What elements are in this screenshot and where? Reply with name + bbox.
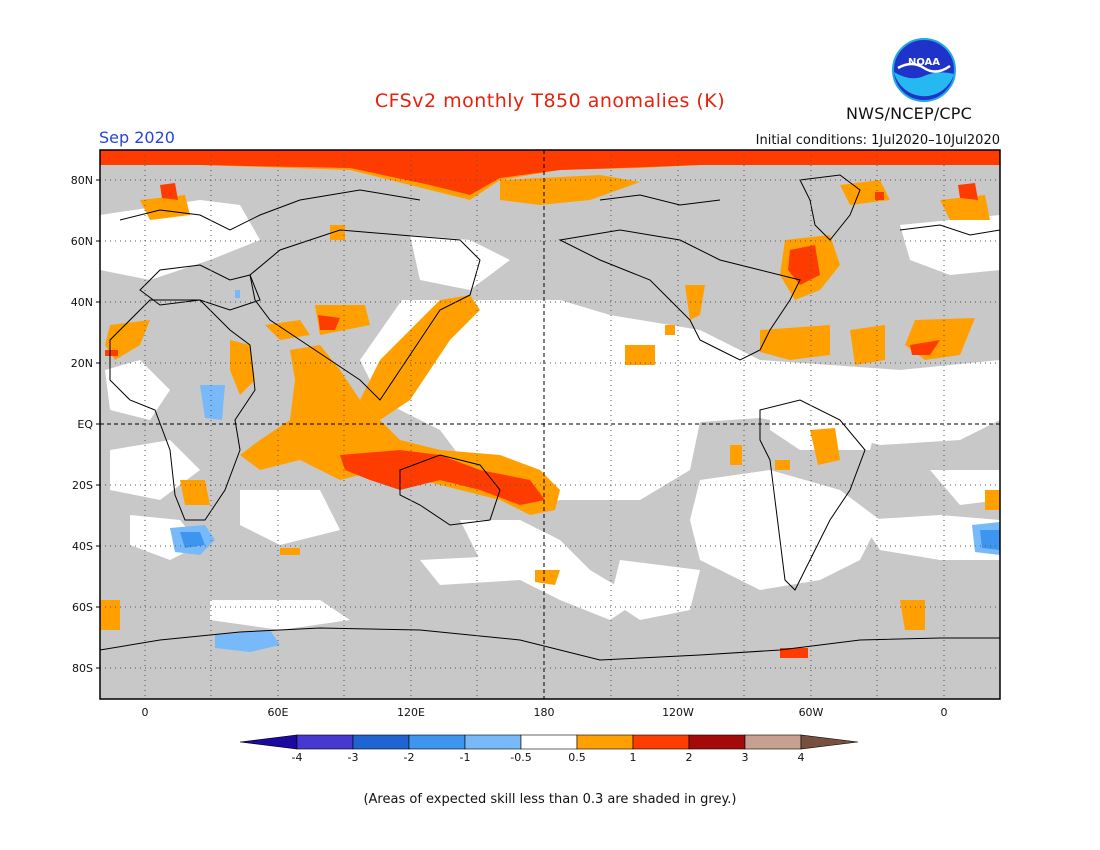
lon-label: 0 bbox=[941, 706, 948, 719]
colorbar-tick-label: -3 bbox=[348, 751, 359, 764]
lon-label: 0 bbox=[142, 706, 149, 719]
near-normal-regions bbox=[100, 180, 1000, 630]
anomaly-minus-2-to-minus-1 bbox=[180, 530, 1000, 550]
colorbar-tick-label: 4 bbox=[798, 751, 805, 764]
lat-label: 60N bbox=[71, 235, 93, 248]
lon-label: 60E bbox=[268, 706, 289, 719]
anomaly-map: 80N 60N 40N 20N EQ 20S 40S 60S 80S 0 60E… bbox=[71, 149, 1001, 719]
colorbar-bin bbox=[520, 734, 578, 750]
colorbar-tick-label: 2 bbox=[686, 751, 693, 764]
colorbar: -4 -3 -2 -1 -0.5 0.5 1 2 3 4 bbox=[239, 734, 859, 764]
colorbar-bin bbox=[744, 734, 802, 750]
colorbar-bin bbox=[239, 734, 298, 750]
lat-label: 80S bbox=[72, 662, 93, 675]
colorbar-bin bbox=[576, 734, 634, 750]
colorbar-tick-label: 3 bbox=[742, 751, 749, 764]
graticule bbox=[100, 150, 1000, 699]
colorbar-bin bbox=[296, 734, 354, 750]
agency-label: NWS/NCEP/CPC bbox=[846, 104, 973, 123]
initial-conditions: Initial conditions: 1Jul2020–10Jul2020 bbox=[755, 133, 1000, 148]
forecast-month: Sep 2020 bbox=[99, 128, 175, 147]
lon-label: 120E bbox=[397, 706, 425, 719]
colorbar-tick-label: -2 bbox=[404, 751, 415, 764]
coastlines bbox=[100, 174, 1000, 661]
map-title: CFSv2 monthly T850 anomalies (K) bbox=[374, 90, 726, 112]
lat-label: EQ bbox=[77, 418, 93, 431]
colorbar-bin bbox=[632, 734, 690, 750]
lat-label: 60S bbox=[72, 601, 93, 614]
colorbar-bin bbox=[800, 734, 859, 750]
lat-ticks bbox=[96, 179, 100, 669]
colorbar-tick-label: -1 bbox=[460, 751, 471, 764]
lat-label: 80N bbox=[71, 174, 93, 187]
anomaly-1-to-2 bbox=[100, 150, 1000, 658]
colorbar-bin bbox=[352, 734, 410, 750]
lat-label: 40S bbox=[72, 540, 93, 553]
colorbar-tick-label: -4 bbox=[292, 751, 303, 764]
lon-label: 60W bbox=[799, 706, 824, 719]
lat-label: 20S bbox=[72, 479, 93, 492]
colorbar-tick-label: -0.5 bbox=[510, 751, 531, 764]
lon-label: 120W bbox=[662, 706, 694, 719]
reference-lines bbox=[100, 150, 1000, 699]
colorbar-bin bbox=[688, 734, 746, 750]
colorbar-tick-label: 1 bbox=[630, 751, 637, 764]
lon-label: 180 bbox=[534, 706, 555, 719]
noaa-logo: NOAA bbox=[892, 38, 956, 102]
lat-label: 40N bbox=[71, 296, 93, 309]
lat-label: 20N bbox=[71, 357, 93, 370]
colorbar-bin bbox=[408, 734, 466, 750]
skill-footnote: (Areas of expected skill less than 0.3 a… bbox=[363, 792, 737, 807]
colorbar-bin bbox=[464, 734, 522, 750]
noaa-logo-text: NOAA bbox=[908, 57, 940, 68]
colorbar-tick-label: 0.5 bbox=[568, 751, 586, 764]
